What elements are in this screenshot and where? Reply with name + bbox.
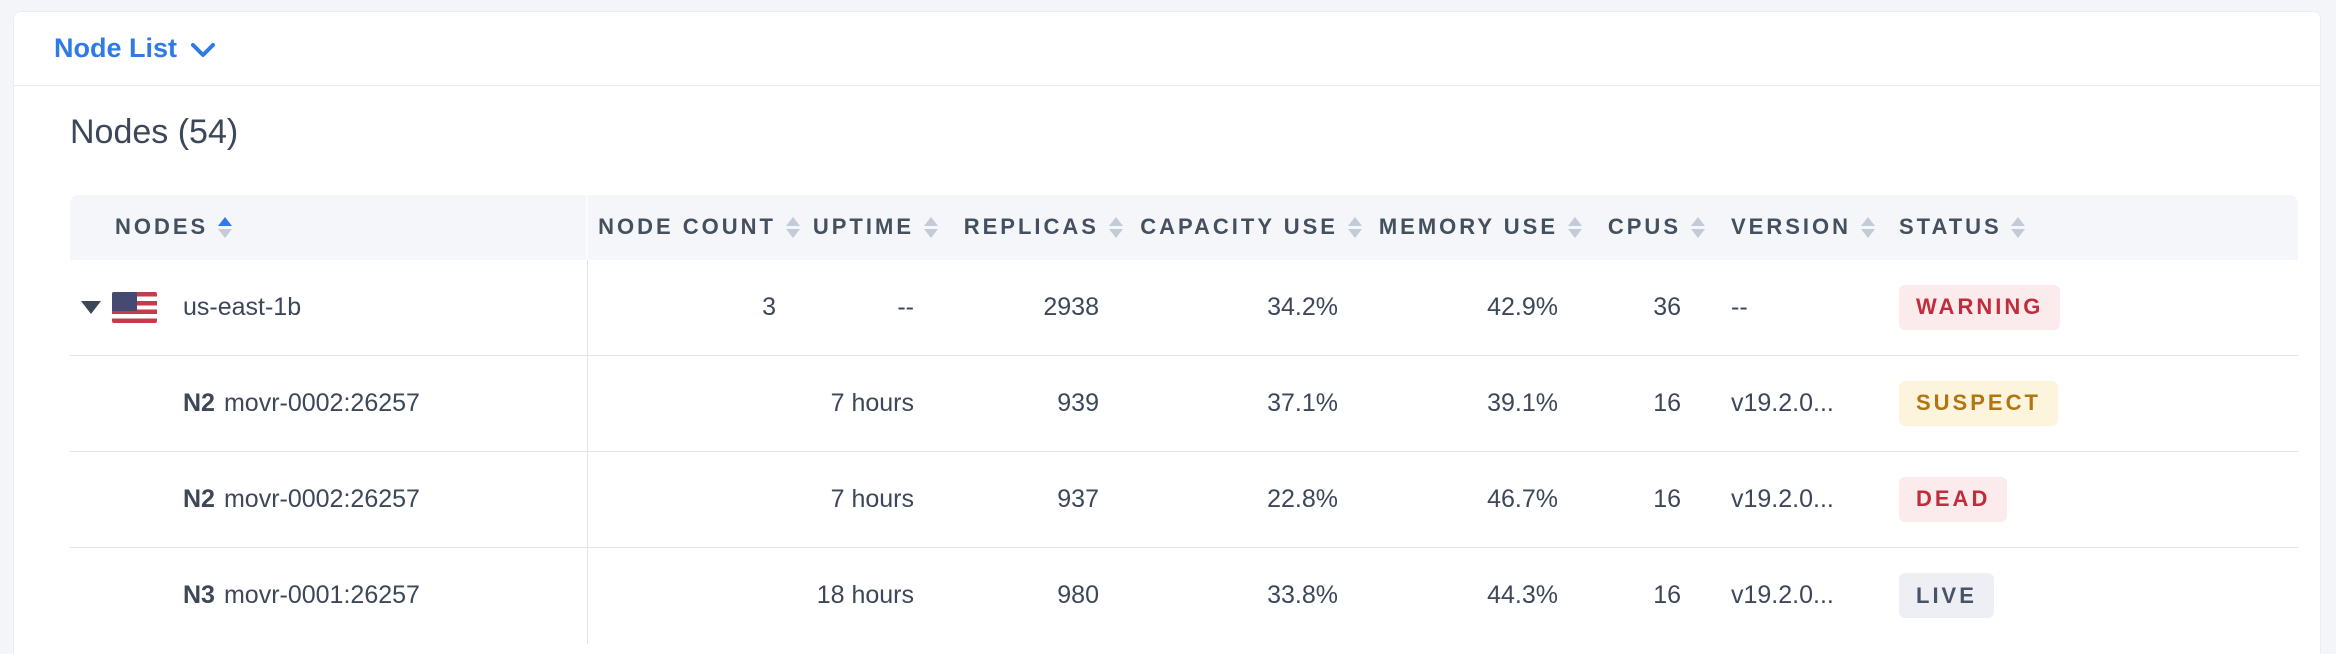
collapse-region-toggle[interactable] [80, 300, 102, 314]
region-name: us-east-1b [183, 292, 302, 321]
nodes-table: NODES NODE COUNT UPTIME REPLICAS CAPACIT… [70, 194, 2298, 644]
replicas-cell: 980 [1057, 581, 1099, 610]
replicas-cell: 937 [1057, 484, 1099, 513]
version-cell: v19.2.0... [1731, 581, 1834, 610]
view-selector-label: Node List [54, 33, 178, 63]
column-header-label: MEMORY USE [1378, 214, 1558, 240]
column-header-nodes[interactable]: NODES [70, 194, 588, 260]
column-header-label: VERSION [1731, 214, 1852, 240]
cpus-cell: 36 [1653, 292, 1681, 321]
version-cell: -- [1731, 292, 1748, 321]
capacity-use-cell: 34.2% [1267, 292, 1338, 321]
column-header-status[interactable]: STATUS [1880, 195, 2298, 260]
node-id: N2 [183, 388, 215, 417]
sort-icon [1108, 216, 1123, 238]
column-header-label: NODES [115, 214, 209, 240]
uptime-cell: -- [897, 292, 914, 321]
column-header-label: UPTIME [812, 214, 914, 240]
table-row-region[interactable]: us-east-1b 3 -- 2938 34.2% 42.9% 36 -- W… [70, 259, 2298, 356]
cpus-cell: 16 [1653, 581, 1681, 610]
status-cell: DEAD [1880, 452, 2298, 547]
card-header: Node List [14, 12, 2320, 86]
table-header-row: NODES NODE COUNT UPTIME REPLICAS CAPACIT… [70, 194, 2298, 260]
uptime-cell: 7 hours [830, 484, 914, 513]
table-row-node[interactable]: N2 movr-0002:26257 7 hours 937 22.8% 46.… [70, 451, 2298, 548]
uptime-cell: 18 hours [816, 581, 914, 610]
memory-use-cell: 44.3% [1487, 581, 1558, 610]
column-header-uptime[interactable]: UPTIME [810, 195, 948, 260]
column-header-label: REPLICAS [963, 214, 1099, 240]
capacity-use-cell: 37.1% [1267, 388, 1338, 417]
sort-icon [1690, 216, 1705, 238]
node-count-cell: 3 [762, 292, 776, 321]
status-cell: WARNING [1880, 260, 2298, 355]
memory-use-cell: 39.1% [1487, 388, 1558, 417]
column-header-label: NODE COUNT [598, 214, 776, 240]
cpus-cell: 16 [1653, 388, 1681, 417]
status-cell: LIVE [1880, 548, 2298, 644]
uptime-cell: 7 hours [830, 388, 914, 417]
status-badge: DEAD [1899, 476, 2008, 522]
node-id: N2 [183, 484, 215, 513]
node-id: N3 [183, 581, 215, 610]
column-header-node-count[interactable]: NODE COUNT [588, 195, 810, 260]
status-badge: SUSPECT [1899, 380, 2058, 426]
sort-icon [2011, 216, 2026, 238]
capacity-use-cell: 22.8% [1267, 484, 1338, 513]
status-cell: SUSPECT [1880, 356, 2298, 451]
memory-use-cell: 46.7% [1487, 484, 1558, 513]
memory-use-cell: 42.9% [1487, 292, 1558, 321]
sort-icon [1347, 216, 1362, 238]
version-cell: v19.2.0... [1731, 484, 1834, 513]
node-address: movr-0001:26257 [223, 581, 420, 610]
table-row-node[interactable]: N2 movr-0002:26257 7 hours 939 37.1% 39.… [70, 355, 2298, 452]
column-header-replicas[interactable]: REPLICAS [948, 195, 1133, 260]
column-header-cpus[interactable]: CPUS [1592, 195, 1715, 260]
node-name-cell: N2 movr-0002:26257 [70, 355, 588, 451]
column-header-label: CPUS [1607, 214, 1681, 240]
triangle-down-icon [81, 300, 101, 314]
us-flag-icon [112, 291, 157, 323]
view-selector-dropdown[interactable]: Node List [54, 33, 216, 64]
sort-icon [923, 216, 938, 238]
content-area: Nodes (54) NODES NODE COUNT UPTIME REPLI… [14, 112, 2320, 644]
node-list-card: Node List Nodes (54) NODES NODE COUNT UP… [14, 12, 2320, 654]
node-count-cell [588, 452, 810, 547]
version-cell: v19.2.0... [1731, 388, 1834, 417]
chevron-down-icon [191, 43, 216, 57]
column-header-label: STATUS [1899, 214, 2002, 240]
node-address: movr-0002:26257 [223, 484, 420, 513]
cpus-cell: 16 [1653, 484, 1681, 513]
status-badge: LIVE [1899, 573, 1994, 619]
node-address: movr-0002:26257 [223, 388, 420, 417]
table-row-node[interactable]: N3 movr-0001:26257 18 hours 980 33.8% 44… [70, 547, 2298, 644]
node-name-cell: N2 movr-0002:26257 [70, 451, 588, 547]
page-title: Nodes (54) [70, 113, 239, 151]
column-header-label: CAPACITY USE [1140, 214, 1338, 240]
column-header-memory-use[interactable]: MEMORY USE [1372, 195, 1592, 260]
sort-icon [1567, 216, 1582, 238]
sort-icon [1860, 216, 1875, 238]
capacity-use-cell: 33.8% [1267, 581, 1338, 610]
column-header-version[interactable]: VERSION [1715, 195, 1880, 260]
region-name-cell: us-east-1b [70, 259, 588, 355]
replicas-cell: 2938 [1043, 292, 1099, 321]
node-name-cell: N3 movr-0001:26257 [70, 547, 588, 644]
column-header-capacity-use[interactable]: CAPACITY USE [1133, 195, 1372, 260]
sort-icon [785, 216, 800, 238]
node-count-cell [588, 548, 810, 644]
sort-icon [217, 216, 232, 238]
replicas-cell: 939 [1057, 388, 1099, 417]
node-count-cell [588, 356, 810, 451]
status-badge: WARNING [1899, 284, 2061, 330]
